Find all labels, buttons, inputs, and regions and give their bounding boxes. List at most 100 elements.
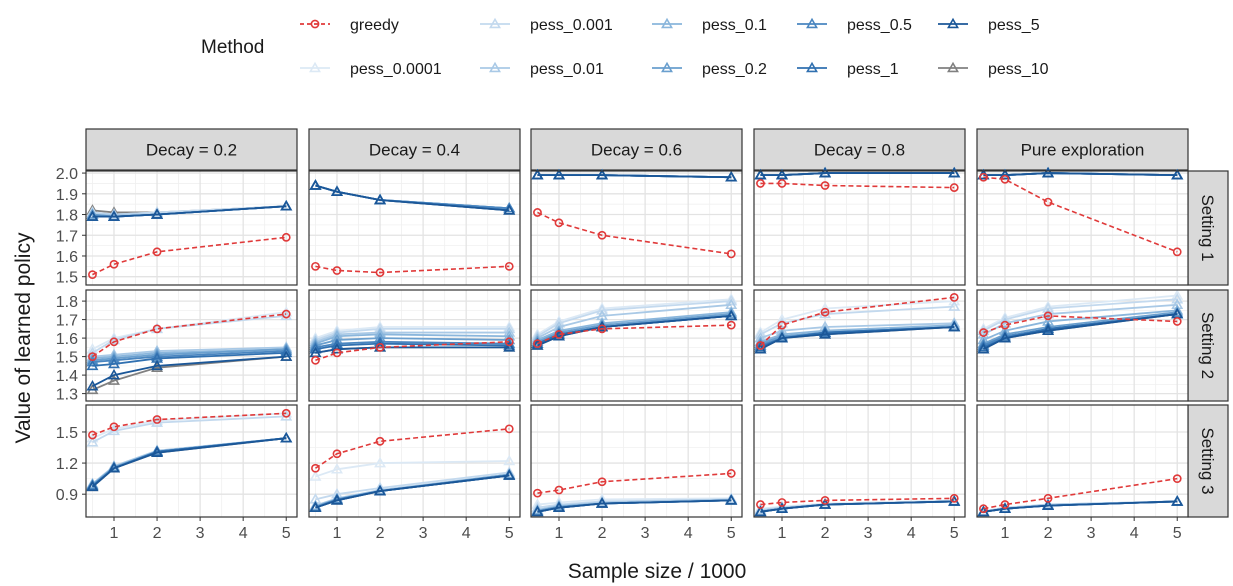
series-line [983, 500, 1178, 513]
series-line [760, 500, 955, 513]
legend-key-marker [806, 17, 818, 29]
x-tick-label: 1 [555, 525, 564, 542]
data-point [725, 293, 738, 304]
x-tick-label: 2 [153, 525, 162, 542]
panel-background [754, 171, 965, 285]
data-point [596, 168, 609, 180]
data-point [776, 168, 788, 180]
data-point [820, 181, 830, 190]
panel-background [531, 171, 742, 285]
data-point [977, 342, 990, 354]
data-point [108, 352, 120, 363]
legend-key-marker [661, 61, 673, 73]
legend-key-marker [310, 19, 320, 29]
legend-key-marker [489, 61, 501, 73]
data-point [1043, 493, 1053, 503]
series-line [537, 499, 732, 513]
panel-border [85, 289, 298, 402]
y-tick-label: 2.0 [56, 166, 78, 183]
data-point [281, 309, 291, 319]
y-tick-label: 1.3 [56, 387, 78, 404]
strip-label: Setting 1 [1198, 194, 1217, 261]
data-point [374, 456, 387, 468]
row-strip-setting-2: Setting 2 [1187, 289, 1229, 402]
strip-label: Decay = 0.2 [146, 141, 237, 160]
x-axis-decay-0-8: 1 2 3 4 5 [778, 517, 959, 542]
series-line [759, 296, 955, 347]
y-axis-setting-3: 0.9 1.2 1.5 [56, 425, 86, 504]
x-tick-label: 4 [239, 525, 248, 542]
series-line [537, 174, 732, 179]
data-point [108, 462, 120, 473]
data-point [109, 337, 119, 347]
strip-background [308, 128, 521, 171]
data-point [776, 502, 788, 513]
legend-label: greedy [350, 17, 399, 34]
legend-key-marker [806, 61, 818, 73]
data-point [554, 329, 564, 339]
data-point [86, 436, 99, 447]
series-pess-5 [754, 166, 961, 180]
legend-key-marker [947, 17, 959, 29]
data-point [332, 449, 342, 459]
strip-background [1187, 404, 1229, 518]
strip-label: Decay = 0.4 [369, 141, 460, 160]
data-point [979, 328, 988, 337]
data-point [597, 477, 607, 487]
series-line [537, 303, 732, 339]
y-tick-label: 1.8 [56, 294, 78, 311]
data-point [375, 436, 385, 446]
series-line [92, 355, 287, 391]
legend-label: pess_0.1 [702, 17, 767, 34]
panel-setting-3-pure-exploration [976, 404, 1189, 518]
data-point [756, 500, 765, 509]
series-pess-5 [86, 200, 293, 221]
panel-border [976, 170, 1189, 286]
data-point [331, 342, 343, 354]
data-point [1000, 320, 1010, 330]
series-line [315, 460, 510, 478]
panel-border [85, 404, 298, 518]
series-line [315, 346, 510, 354]
data-point [152, 247, 162, 257]
data-point [776, 330, 788, 341]
panel-setting-2-decay-0-6 [530, 289, 743, 402]
data-point [1043, 197, 1053, 207]
data-point [1171, 305, 1184, 317]
legend-item-pess-0-0001: pess_0.0001 [300, 61, 442, 78]
panel-border [753, 170, 966, 286]
data-point [281, 408, 291, 418]
y-tick-label: 1.5 [56, 350, 78, 367]
data-point [1043, 311, 1053, 321]
series-line [537, 315, 732, 347]
data-point [108, 210, 120, 221]
data-point [553, 501, 565, 512]
data-point [756, 179, 765, 188]
series-line [315, 327, 510, 341]
series-line [92, 348, 287, 360]
legend-label: pess_10 [988, 61, 1049, 78]
data-point [777, 179, 787, 188]
data-point [86, 359, 99, 371]
panel-setting-2-decay-0-2 [85, 289, 298, 402]
data-point [948, 320, 961, 332]
series-line [537, 311, 732, 341]
series-line [760, 324, 955, 343]
legend-key-marker [661, 17, 673, 29]
x-axis-decay-0-2: 1 2 3 4 5 [110, 517, 291, 542]
data-point [531, 168, 544, 180]
data-point [725, 307, 738, 319]
x-tick-label: 1 [333, 525, 342, 542]
data-point [725, 494, 738, 505]
data-point [949, 183, 959, 192]
y-tick-label: 1.2 [56, 456, 78, 473]
series-line [983, 176, 1178, 253]
data-point [726, 320, 736, 330]
series-greedy [979, 172, 1182, 257]
gridlines [754, 405, 965, 517]
panel-border [308, 289, 521, 402]
series-pess-5 [531, 168, 738, 182]
y-tick-label: 1.8 [56, 208, 78, 225]
panel-border [308, 170, 521, 286]
data-point [1171, 495, 1184, 506]
